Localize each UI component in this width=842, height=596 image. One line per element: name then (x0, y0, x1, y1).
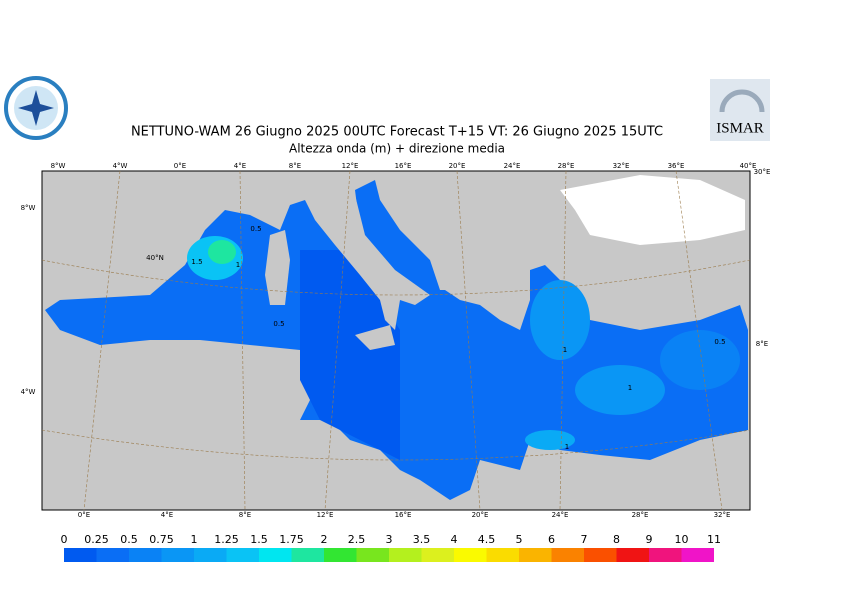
graticule-label: 8°E (289, 162, 301, 170)
contour-label: 0.5 (250, 225, 261, 233)
legend-swatch (551, 548, 584, 562)
graticule-label: 28°E (558, 162, 575, 170)
graticule-label: 0°E (78, 511, 90, 519)
graticule-label: 24°E (552, 511, 569, 519)
contour-label: 1 (628, 384, 632, 392)
contour-label: 1 (563, 346, 567, 354)
legend-label: 1.5 (250, 533, 268, 546)
legend-label: 3.5 (413, 533, 431, 546)
legend-swatch (324, 548, 357, 562)
contour-label: 0.5 (714, 338, 725, 346)
legend-swatch (486, 548, 519, 562)
legend-swatch (616, 548, 649, 562)
graticule-label: 0°E (174, 162, 186, 170)
legend-label: 1.75 (279, 533, 304, 546)
legend-swatch (519, 548, 552, 562)
legend-label: 0 (61, 533, 68, 546)
legend-label: 0.5 (120, 533, 138, 546)
legend-label: 8 (613, 533, 620, 546)
legend-swatch (454, 548, 487, 562)
legend-swatch (389, 548, 422, 562)
legend-label: 5 (516, 533, 523, 546)
legend-swatch (129, 548, 162, 562)
legend-label: 2 (321, 533, 328, 546)
legend-swatch (356, 548, 389, 562)
graticule-label: 30°E (754, 168, 771, 176)
legend-swatch (64, 548, 97, 562)
legend-label: 7 (581, 533, 588, 546)
legend-label: 6 (548, 533, 555, 546)
graticule-label: 40°E (740, 162, 757, 170)
contour-label: 0.5 (273, 320, 284, 328)
legend-label: 3 (386, 533, 393, 546)
logo-text: ISMAR (716, 120, 764, 136)
graticule-label: 20°E (472, 511, 489, 519)
graticule-label: 36°E (668, 162, 685, 170)
legend-label: 4.5 (478, 533, 496, 546)
contour-label: 1 (565, 443, 569, 451)
graticule-label: 24°E (504, 162, 521, 170)
graticule-label: 4°W (113, 162, 128, 170)
contour-label: 1.5 (191, 258, 202, 266)
legend-swatch (291, 548, 324, 562)
legend-label: 9 (646, 533, 653, 546)
graticule-label: 8°E (239, 511, 251, 519)
legend-swatch (681, 548, 714, 562)
graticule-label: 32°E (714, 511, 731, 519)
graticule-label: 4°E (161, 511, 173, 519)
legend-swatch (161, 548, 194, 562)
graticule-label: 8°W (51, 162, 66, 170)
legend-label: 0.75 (149, 533, 174, 546)
legend-swatch (649, 548, 682, 562)
graticule-label: 28°E (632, 511, 649, 519)
legend-label: 0.25 (84, 533, 109, 546)
map (41, 170, 751, 511)
graticule-label: 8°E (756, 340, 768, 348)
subtitle: Altezza onda (m) + direzione media (289, 142, 505, 156)
graticule-label: 12°E (342, 162, 359, 170)
graticule-label: 16°E (395, 511, 412, 519)
legend-swatch (96, 548, 129, 562)
legend-swatch (194, 548, 227, 562)
legend-label: 1 (191, 533, 198, 546)
title: NETTUNO-WAM 26 Giugno 2025 00UTC Forecas… (131, 125, 663, 140)
logo-left (4, 76, 68, 140)
legend-swatch (226, 548, 259, 562)
legend-swatch (584, 548, 617, 562)
graticule-label: 16°E (395, 162, 412, 170)
graticule-label: 12°E (317, 511, 334, 519)
legend-label: 10 (675, 533, 689, 546)
legend-label: 2.5 (348, 533, 366, 546)
graticule-label: 4°E (234, 162, 246, 170)
graticule-label: 8°W (21, 204, 36, 212)
legend-swatch (259, 548, 292, 562)
legend-label: 4 (451, 533, 458, 546)
logo-right: ISMAR (710, 79, 770, 141)
legend-label: 1.25 (214, 533, 239, 546)
graticule-label: 4°W (21, 388, 36, 396)
graticule-label: 20°E (449, 162, 466, 170)
legend-swatch (421, 548, 454, 562)
graticule-label: 32°E (613, 162, 630, 170)
legend-label: 11 (707, 533, 721, 546)
contour-label: 1 (236, 261, 240, 269)
graticule-label: 40°N (146, 254, 164, 262)
